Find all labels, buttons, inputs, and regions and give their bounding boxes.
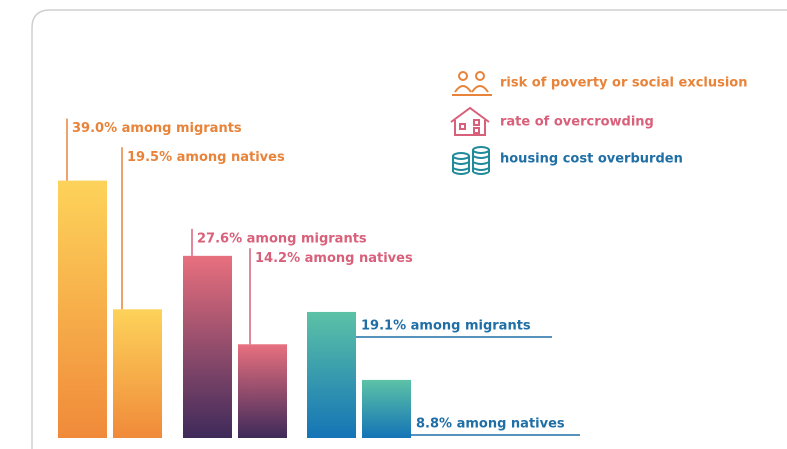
value-label: 8.8% among natives — [416, 417, 565, 432]
legend-label: risk of poverty or social exclusion — [500, 76, 748, 91]
icon-people — [452, 71, 492, 96]
bar — [307, 311, 356, 438]
icon-house — [450, 106, 490, 136]
value-label: 19.1% among migrants — [361, 318, 531, 333]
value-label: 19.5% among natives — [127, 150, 285, 165]
bar — [362, 379, 411, 438]
bar — [58, 180, 107, 438]
legend-label: housing cost overburden — [500, 152, 683, 167]
legend-label: rate of overcrowding — [500, 115, 654, 130]
value-label: 27.6% among migrants — [197, 231, 367, 246]
bar — [183, 255, 232, 438]
value-label: 39.0% among migrants — [72, 121, 242, 136]
card-border — [31, 9, 787, 449]
value-label: 14.2% among natives — [255, 251, 413, 266]
bar — [113, 309, 162, 438]
icon-coins — [452, 146, 490, 175]
bar — [238, 344, 287, 438]
